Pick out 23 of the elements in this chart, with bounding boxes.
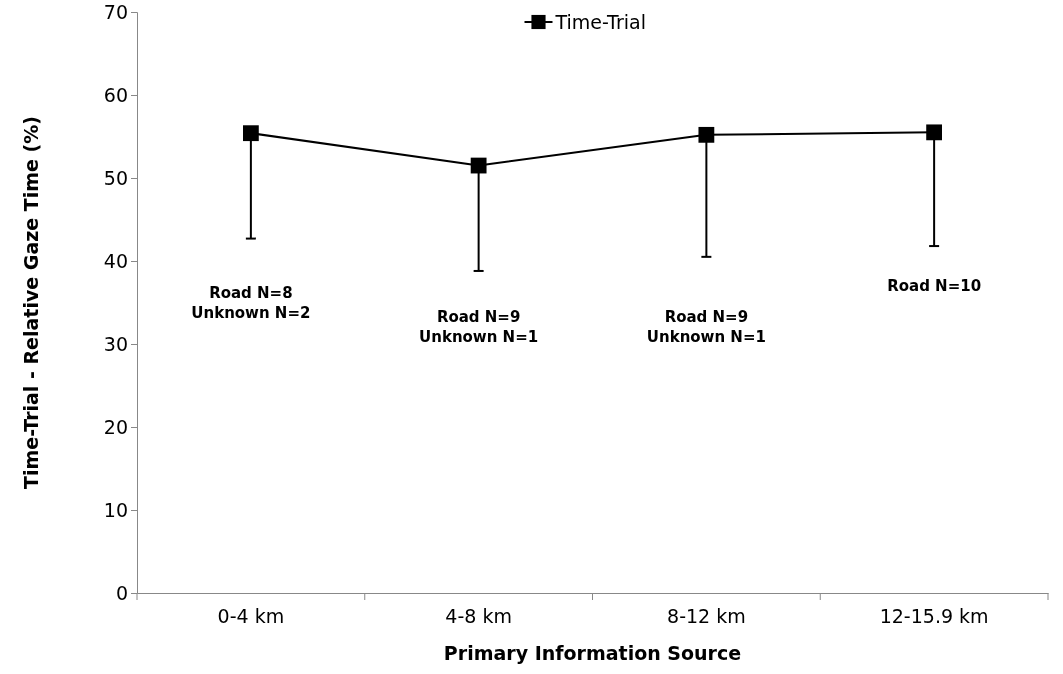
legend-label: Time-Trial [554,10,646,33]
y-tick-label: 40 [103,249,128,272]
y-tick-label: 10 [103,498,128,521]
y-tick-label: 70 [103,0,128,23]
y-tick-label: 50 [103,166,128,189]
point [470,157,487,174]
annotation: Road N=10 [887,277,982,295]
point [242,125,259,142]
y-tick-label: 20 [103,415,128,438]
x-tick-label: 4-8 km [445,604,512,627]
annotation: Road N=9 Unknown N=1 [419,308,539,346]
y-tick-label: 60 [103,83,128,106]
annotation: Road N=8 Unknown N=2 [191,284,311,322]
x-tick-label: 0-4 km [217,604,285,627]
point [698,126,715,143]
x-tick-label: 12-15.9 km [879,604,989,627]
y-tick-label: 30 [103,332,128,355]
x-tick-label: 8-12 km [667,604,746,627]
point [926,124,943,141]
x-axis-title: Primary Information Source [443,642,742,664]
y-tick-label: 0 [115,581,128,604]
annotation: Road N=9 Unknown N=1 [646,308,766,346]
y-axis-title: Time-Trial - Relative Gaze Time (%) [20,116,42,489]
